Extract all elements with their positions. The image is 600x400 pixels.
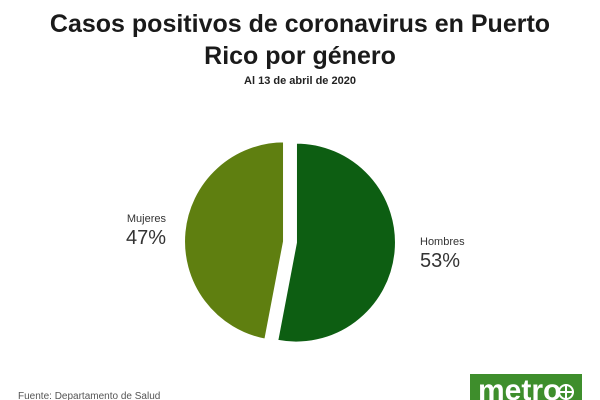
pie-slice-mujeres (183, 140, 286, 341)
slice-value-mujeres: 47% (126, 227, 166, 249)
chart-subtitle: Al 13 de abril de 2020 (244, 75, 356, 87)
slice-value-hombres: 53% (420, 250, 460, 272)
slice-label-mujeres: Mujeres (127, 213, 167, 225)
logo-text: metro (478, 374, 562, 400)
slice-label-hombres: Hombres (420, 236, 465, 248)
metro-logo: metro (470, 374, 582, 400)
globe-icon (558, 384, 574, 400)
source-note: Fuente: Departamento de Salud (18, 391, 161, 400)
chart-title: Casos positivos de coronavirus en Puerto… (49, 10, 551, 70)
pie-slice-hombres (276, 141, 397, 344)
